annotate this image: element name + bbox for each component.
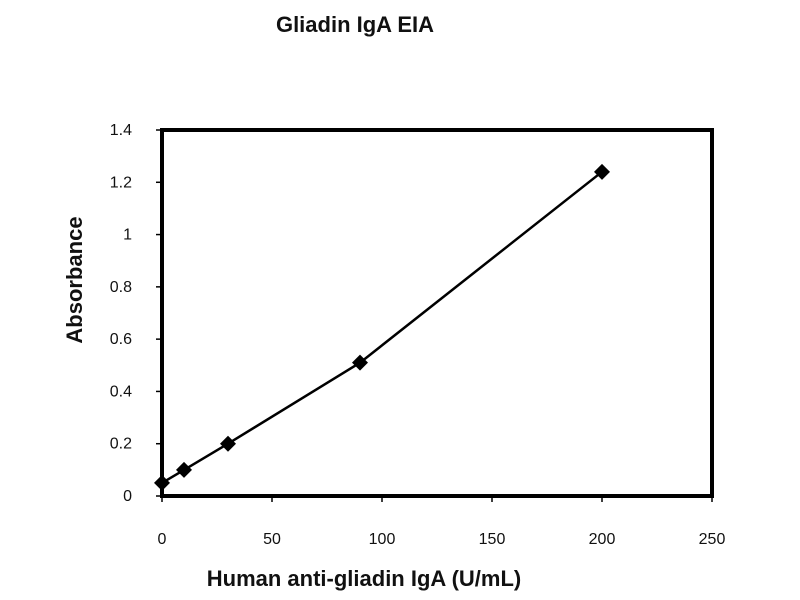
data-point <box>594 163 610 180</box>
data-point <box>154 474 170 491</box>
y-tick-label: 0.8 <box>110 279 132 296</box>
y-tick-label: 0.2 <box>110 436 132 453</box>
x-axis-label: Human anti-gliadin IgA (U/mL) <box>207 566 522 591</box>
data-point <box>176 461 192 478</box>
x-tick-label: 150 <box>479 531 506 548</box>
chart-title: Gliadin IgA EIA <box>276 12 434 37</box>
x-tick-label: 200 <box>589 531 616 548</box>
y-tick-label: 1 <box>123 227 132 244</box>
x-tick-label: 0 <box>158 531 167 548</box>
data-point <box>352 354 368 371</box>
x-tick-label: 100 <box>369 531 396 548</box>
y-tick-label: 0.4 <box>110 383 132 400</box>
y-tick-label: 1.4 <box>110 122 132 139</box>
series-markers <box>154 163 610 491</box>
plot-frame <box>160 128 714 498</box>
y-tick-label: 0 <box>123 488 132 505</box>
y-tick-label: 1.2 <box>110 174 132 191</box>
y-tick-label: 0.6 <box>110 331 132 348</box>
x-axis-ticks: 0 50 100 150 200 250 <box>158 496 726 548</box>
y-axis-label: Absorbance <box>62 216 87 343</box>
y-axis-ticks: 0 0.2 0.4 0.6 0.8 1 1.2 1.4 <box>110 122 162 505</box>
x-tick-label: 50 <box>263 531 281 548</box>
x-tick-label: 250 <box>699 531 726 548</box>
data-point <box>220 435 236 452</box>
